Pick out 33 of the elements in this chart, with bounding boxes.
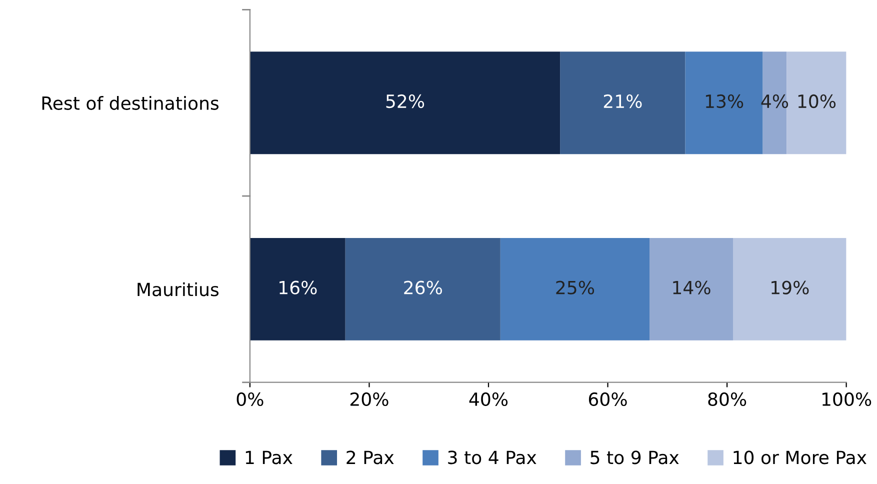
data-label: 16% [280,280,317,294]
legend-label: 10 or More Pax [734,450,866,464]
legend-label: 1 Pax [246,450,292,464]
bar [732,238,846,340]
bar [250,52,560,154]
bar [345,238,500,340]
data-label: 19% [772,280,809,294]
bar [650,238,733,340]
bar [685,52,763,154]
legend-label: 3 to 4 Pax [448,450,536,464]
bar [250,238,346,340]
x-tick-label: 20% [350,392,388,406]
bar [762,52,787,154]
data-label: 13% [706,94,744,108]
bar [786,52,846,154]
x-tick-label: 40% [469,392,508,406]
x-tick-label: 60% [588,392,627,406]
x-tick-label: 0% [236,392,264,406]
x-tick-label: 80% [708,392,746,406]
data-label: 26% [404,280,442,294]
data-label: 21% [604,94,642,108]
bar [560,52,686,154]
legend-label: 5 to 9 Pax [590,450,679,464]
legend-label: 2 Pax [346,450,394,464]
data-label: 10% [798,94,836,108]
y-tick-label: Mauritius [138,282,219,296]
data-label: 4% [761,94,788,108]
x-tick-label: 100% [822,392,872,406]
data-label: 52% [386,94,424,108]
data-label: 25% [556,280,594,294]
bar [500,238,650,340]
y-tick-label: Rest of destinations [42,96,219,110]
data-label: 14% [673,280,710,294]
